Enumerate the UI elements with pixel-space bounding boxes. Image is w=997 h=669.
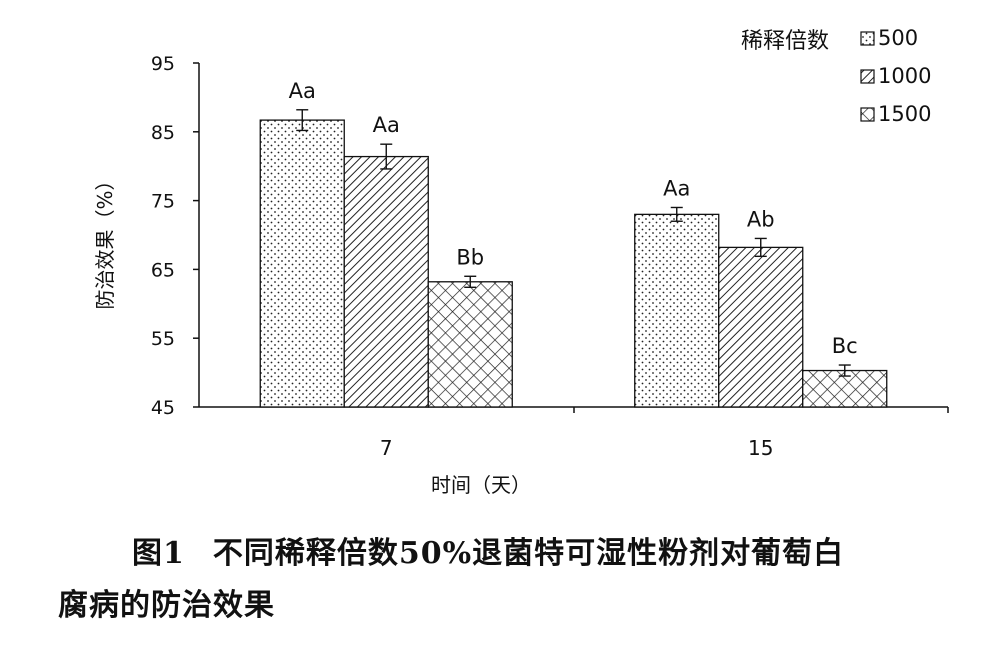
legend: 稀释倍数 500 1000 1500 xyxy=(741,26,931,126)
y-tick-label: 65 xyxy=(151,259,175,281)
x-axis-label: 时间（天） xyxy=(431,473,531,497)
y-tick-label: 45 xyxy=(151,397,175,419)
y-tick-label: 85 xyxy=(151,122,175,144)
significance-label: Aa xyxy=(289,79,316,103)
legend-swatch-500 xyxy=(860,31,875,46)
legend-title: 稀释倍数 xyxy=(741,29,829,54)
y-axis-label: 防治效果（%） xyxy=(93,170,117,309)
bar-1000-15 xyxy=(718,246,804,408)
bar-500-7 xyxy=(259,119,345,408)
chart: 45 55 65 75 85 95 Aa Aa Bb Aa Ab Bc 7 15 时间（天） 防治效果… xyxy=(93,26,949,497)
legend-label-500: 500 xyxy=(878,26,918,50)
legend-swatch-1500 xyxy=(860,107,875,122)
caption-line-2: 腐病的防治效果 xyxy=(58,588,275,623)
significance-label: Bc xyxy=(832,334,858,358)
significance-label: Bb xyxy=(456,245,484,269)
y-tick-label: 75 xyxy=(151,191,175,213)
caption-line-1: 不同稀释倍数50%退菌特可湿性粉剂对葡萄白 xyxy=(212,536,845,571)
y-tick-label: 95 xyxy=(151,53,175,75)
bar-1500-7 xyxy=(427,281,513,408)
bar-500-15 xyxy=(634,213,720,408)
bar-1000-7 xyxy=(343,155,429,408)
x-category-label: 7 xyxy=(380,436,393,460)
legend-label-1500: 1500 xyxy=(878,102,931,126)
y-tick-label: 55 xyxy=(151,328,175,350)
figure-number: 图1 xyxy=(132,536,185,571)
legend-label-1000: 1000 xyxy=(878,64,931,88)
legend-swatch-1000 xyxy=(860,69,875,84)
significance-label: Aa xyxy=(663,176,690,200)
figure-caption: 图1 不同稀释倍数50%退菌特可湿性粉剂对葡萄白 腐病的防治效果 xyxy=(58,528,978,632)
significance-label: Aa xyxy=(373,113,400,137)
x-category-label: 15 xyxy=(748,436,773,460)
significance-label: Ab xyxy=(747,207,775,231)
